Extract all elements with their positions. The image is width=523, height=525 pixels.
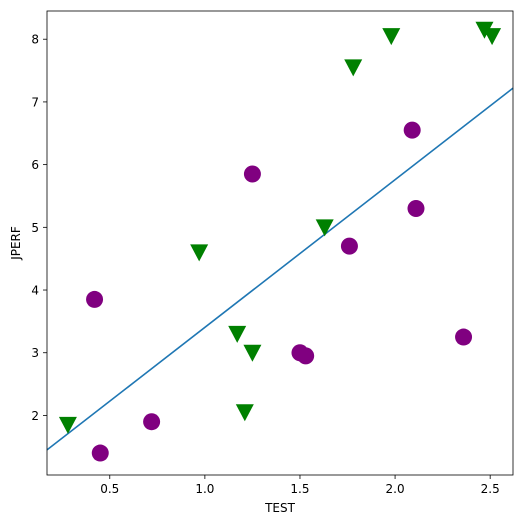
x-tick-label: 2.0 <box>386 482 405 496</box>
x-axis-label: TEST <box>264 501 296 515</box>
triangle-point <box>243 344 262 362</box>
y-axis-ticks: 2 3 4 5 6 7 8 <box>31 33 47 423</box>
y-tick-label: 3 <box>31 346 39 360</box>
circle-point <box>403 121 421 139</box>
x-tick-label: 1.0 <box>195 482 214 496</box>
circle-point <box>340 237 358 255</box>
triangle-point <box>344 59 363 77</box>
x-tick-label: 2.5 <box>481 482 500 496</box>
y-tick-label: 6 <box>31 158 39 172</box>
y-tick-label: 2 <box>31 409 39 423</box>
triangle-point <box>315 219 334 237</box>
triangle-point <box>190 244 209 262</box>
y-tick-label: 5 <box>31 221 39 235</box>
circle-point <box>297 347 315 365</box>
triangle-point <box>228 325 247 343</box>
x-tick-label: 0.5 <box>100 482 119 496</box>
y-tick-label: 4 <box>31 284 39 298</box>
triangle-point <box>58 416 77 434</box>
x-tick-label: 1.5 <box>290 482 309 496</box>
triangle-point <box>483 28 502 46</box>
x-axis-ticks: 0.5 1.0 1.5 2.0 2.5 <box>100 475 500 496</box>
plot-content <box>46 21 514 462</box>
plot-frame <box>46 10 514 476</box>
y-tick-label: 7 <box>31 95 39 109</box>
triangle-point <box>382 28 401 46</box>
y-axis-label: JPERF <box>9 226 23 261</box>
circle-point <box>86 290 104 308</box>
circle-point <box>91 444 109 462</box>
circle-point <box>455 328 473 346</box>
circle-point <box>407 200 425 218</box>
fit-line <box>46 87 514 451</box>
circle-point <box>243 165 261 183</box>
circle-point <box>143 413 161 431</box>
triangle-point <box>235 404 254 422</box>
y-tick-label: 8 <box>31 33 39 47</box>
